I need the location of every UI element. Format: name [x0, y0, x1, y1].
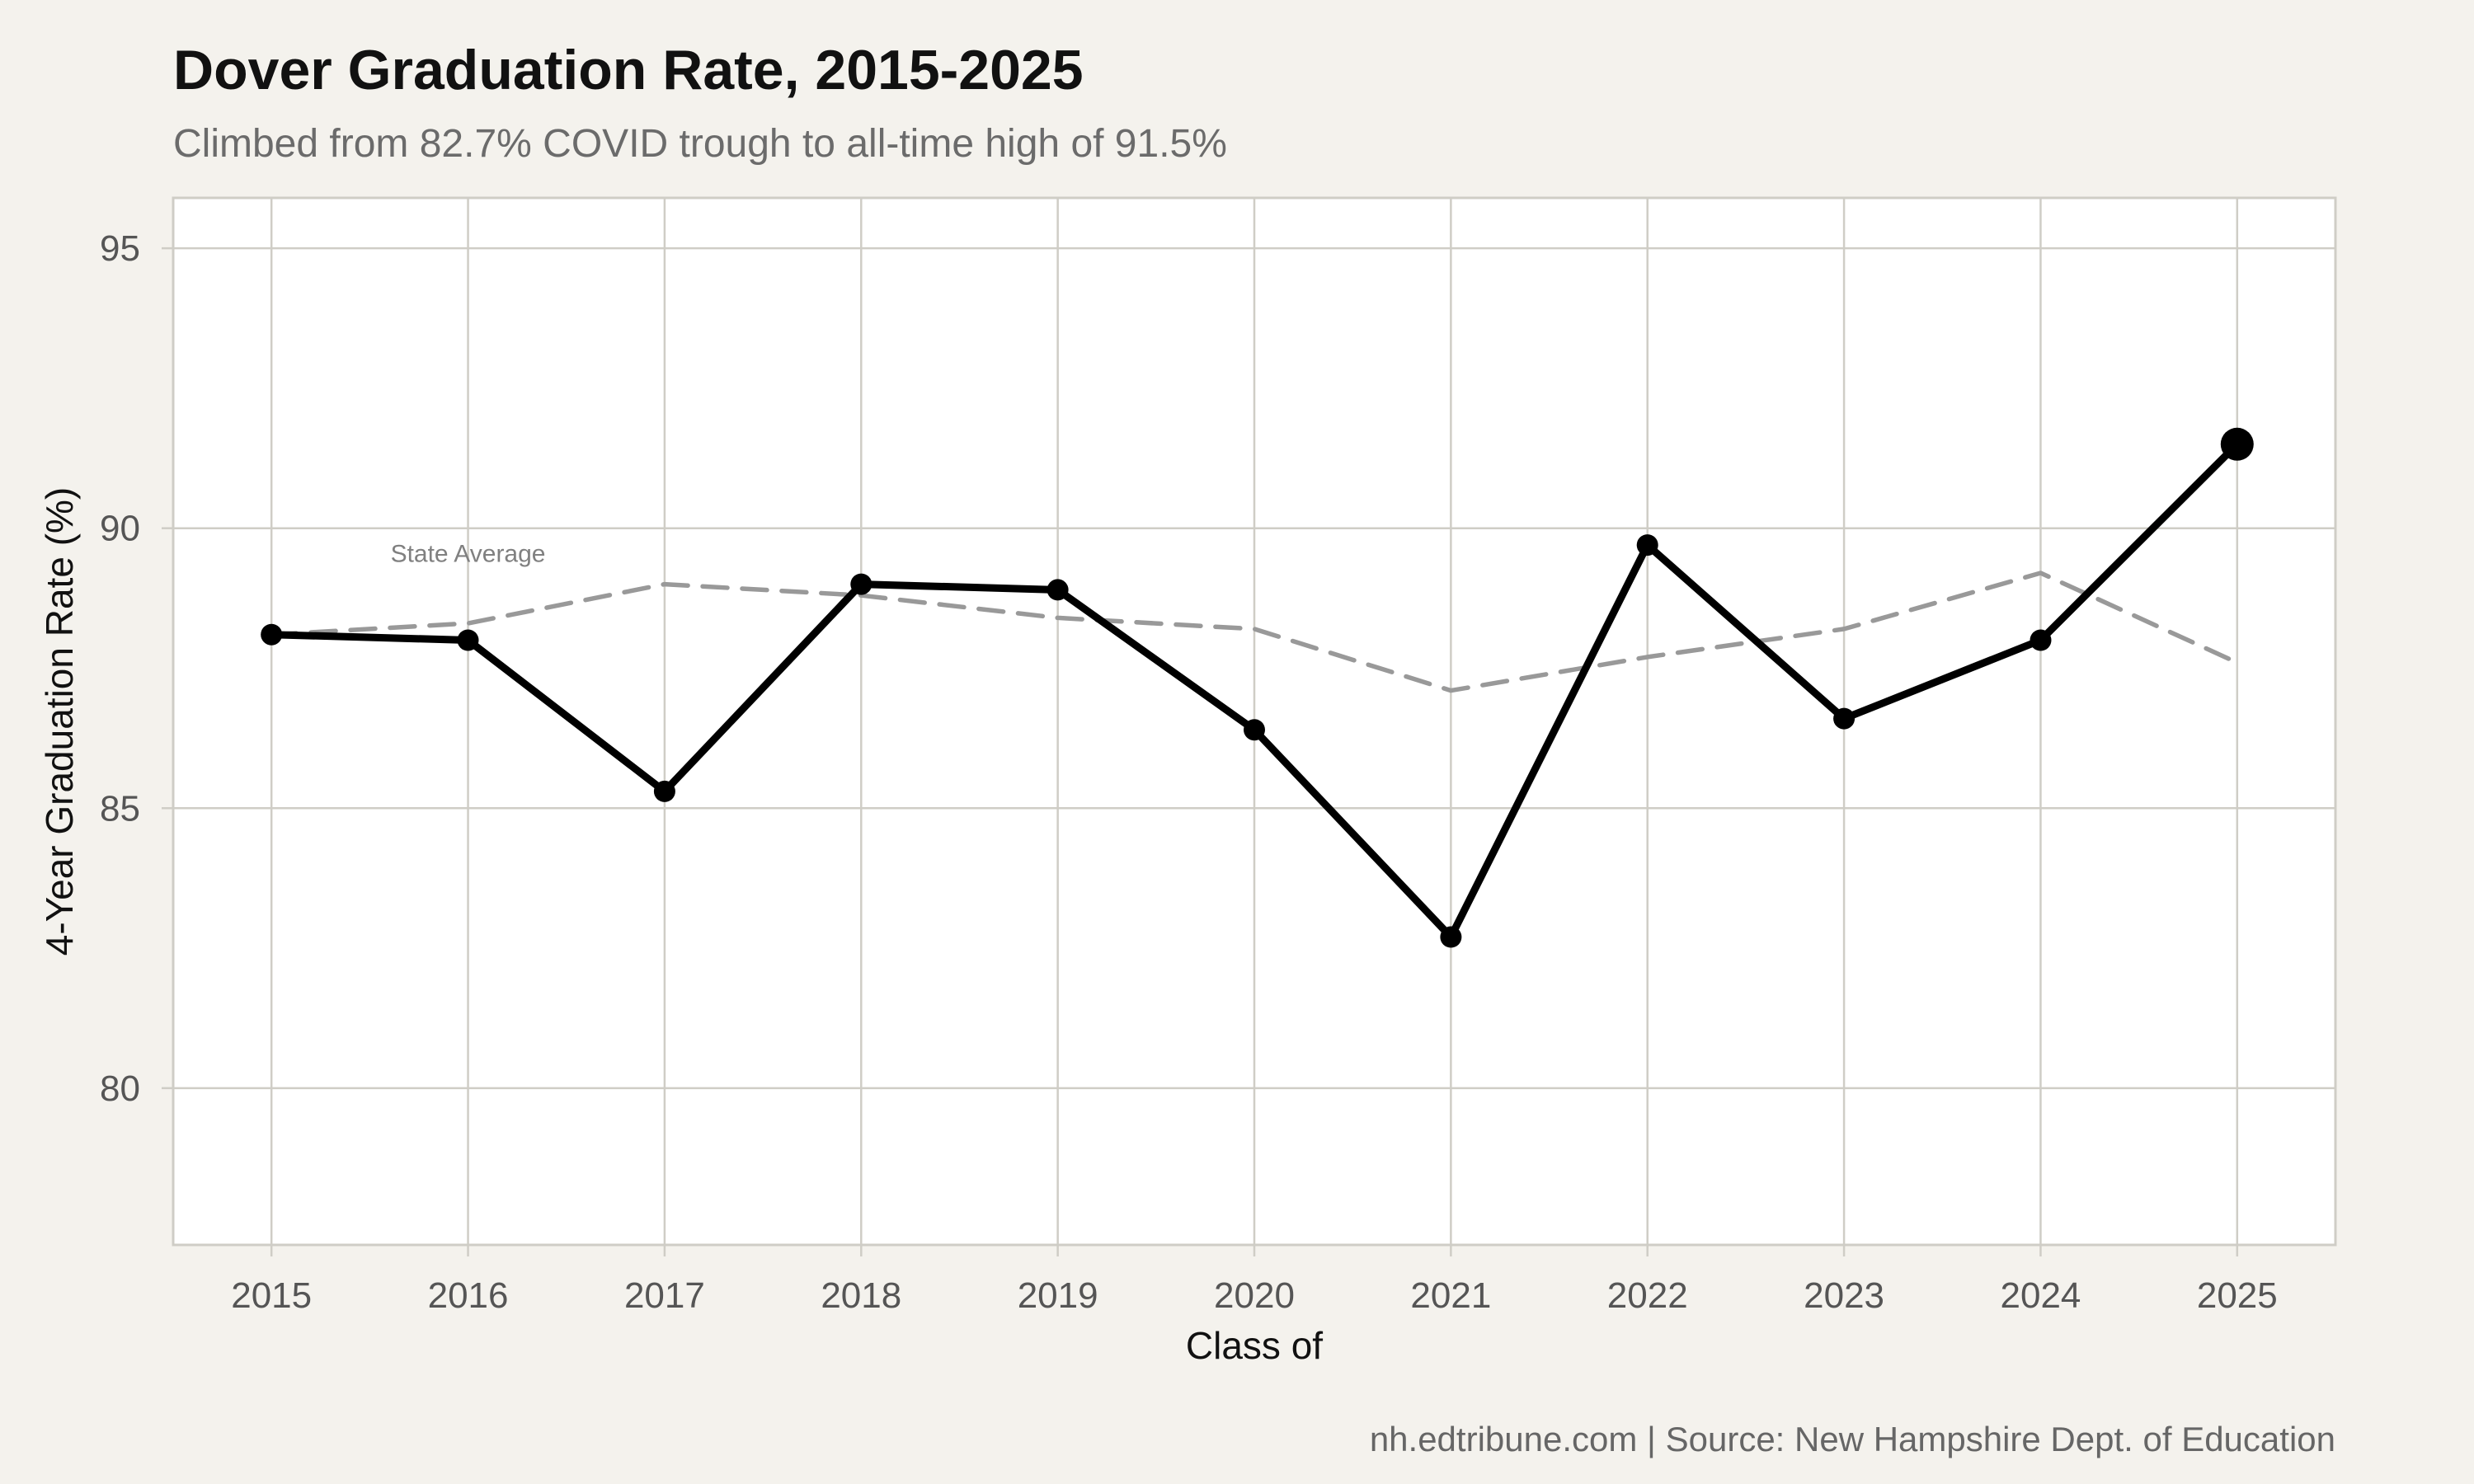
- dover-point-2018: [850, 573, 872, 595]
- y-tick-label-80: 80: [100, 1068, 140, 1109]
- dover-point-2019: [1047, 579, 1069, 601]
- annotations: State Average: [391, 540, 546, 567]
- dover-point-2022: [1636, 534, 1658, 556]
- y-tick-label-90: 90: [100, 509, 140, 549]
- x-tick-label-2017: 2017: [624, 1275, 705, 1316]
- y-axis-ticks: 80 85 90 95: [100, 228, 173, 1109]
- chart-title: Dover Graduation Rate, 2015-2025: [173, 39, 1084, 101]
- x-axis-ticks: 2015 2016 2017 2018 2019 2020 2021 2022 2023 2024…: [231, 1245, 2278, 1316]
- x-tick-label-2019: 2019: [1018, 1275, 1098, 1316]
- x-tick-label-2024: 2024: [2001, 1275, 2081, 1316]
- y-tick-label-95: 95: [100, 228, 140, 269]
- dover-point-2017: [653, 780, 675, 802]
- source-caption: nh.edtribune.com | Source: New Hampshire…: [1370, 1420, 2335, 1458]
- x-tick-label-2025: 2025: [2197, 1275, 2278, 1316]
- dover-point-2024: [2030, 629, 2052, 651]
- dover-point-2025: [2220, 427, 2254, 461]
- x-tick-label-2023: 2023: [1804, 1275, 1884, 1316]
- x-tick-label-2018: 2018: [821, 1275, 901, 1316]
- dover-point-2023: [1833, 707, 1856, 730]
- x-tick-label-2020: 2020: [1214, 1275, 1295, 1316]
- x-axis-title: Class of: [1186, 1324, 1323, 1367]
- x-tick-label-2016: 2016: [428, 1275, 509, 1316]
- chart-subtitle: Climbed from 82.7% COVID trough to all-t…: [173, 122, 1227, 166]
- dover-point-2015: [261, 623, 283, 646]
- dover-point-2016: [457, 629, 479, 651]
- x-tick-label-2015: 2015: [231, 1275, 312, 1316]
- dover-point-2020: [1244, 719, 1265, 741]
- x-tick-label-2021: 2021: [1410, 1275, 1491, 1316]
- x-tick-label-2022: 2022: [1607, 1275, 1688, 1316]
- dover-point-2021: [1440, 926, 1462, 948]
- data-points: [261, 427, 2254, 948]
- state-average-label: State Average: [391, 540, 546, 567]
- y-tick-label-85: 85: [100, 788, 140, 829]
- grid-lines: [173, 198, 2335, 1245]
- y-axis-title: 4-Year Graduation Rate (%): [38, 487, 81, 956]
- state-series-line: [269, 571, 2240, 693]
